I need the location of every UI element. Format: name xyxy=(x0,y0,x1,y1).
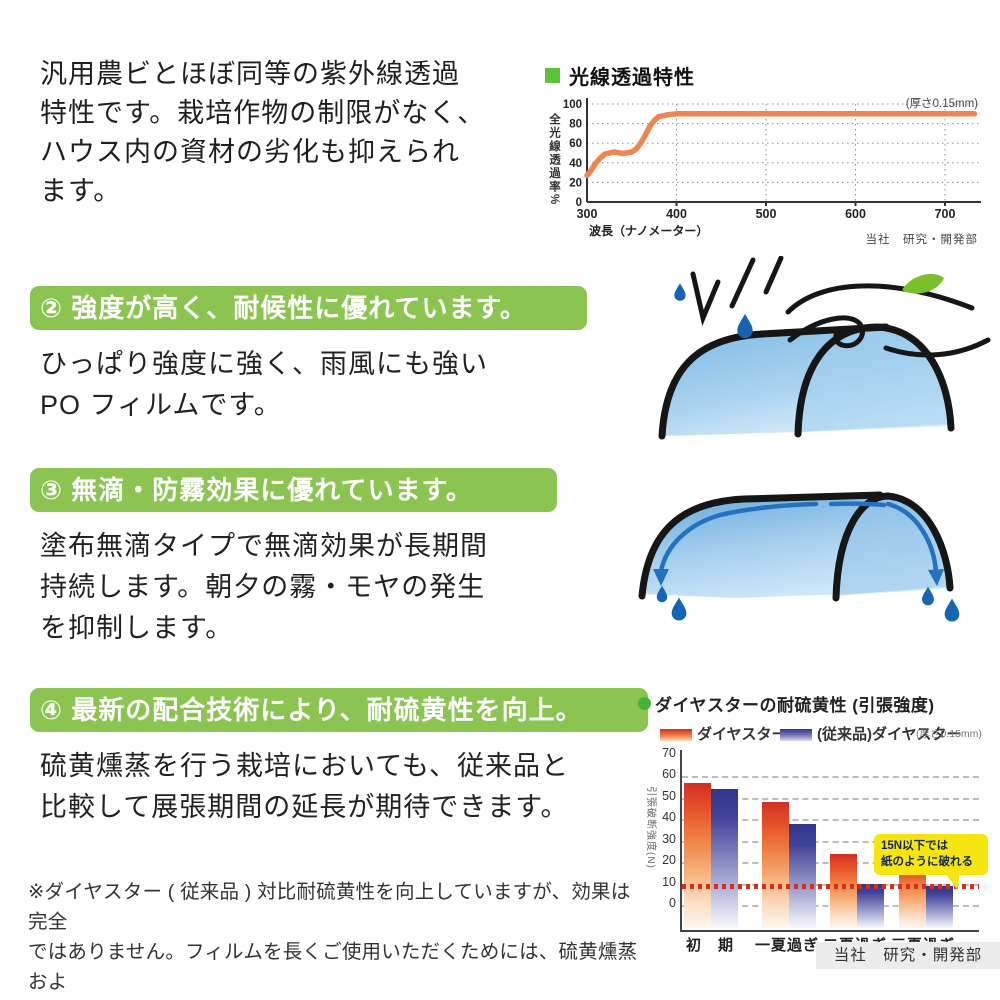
bar-y-tick: 60 xyxy=(662,767,676,781)
tunnel-front-face xyxy=(836,497,948,596)
bar-y-tick: 50 xyxy=(662,789,676,803)
bar-gridline xyxy=(682,840,979,843)
bar-x-tick: 初 期 xyxy=(685,937,734,954)
greenhouse-antidrip-illustration xyxy=(638,491,960,622)
condensation-flow-arrows xyxy=(658,501,939,575)
line-chart-y-ticks: 100 80 60 40 20 0 xyxy=(563,99,582,209)
bar-y-tick: 40 xyxy=(662,810,676,824)
line-chart-x-axis-label: 波長（ナノメーター） xyxy=(589,223,708,238)
bar-y-tick: 0 xyxy=(669,896,676,910)
svg-text:60: 60 xyxy=(569,138,582,150)
bar-y-tick: 10 xyxy=(662,875,676,889)
rain-streaks xyxy=(690,256,784,327)
bar-gridline xyxy=(682,797,979,800)
bar-chart-plot-area xyxy=(680,750,979,932)
tunnel-outline xyxy=(638,491,954,602)
bar-conventional-1 xyxy=(789,823,816,928)
arrowheads xyxy=(653,569,944,586)
svg-text:40: 40 xyxy=(569,158,582,170)
green-square-icon xyxy=(545,68,560,83)
bar-y-tick: 70 xyxy=(662,746,676,760)
legend-swatch-diastar xyxy=(660,729,692,741)
svg-text:100: 100 xyxy=(563,99,582,111)
line-chart-thickness-note: (厚さ0.15mm) xyxy=(905,98,978,110)
bar-diastar-2 xyxy=(830,853,857,928)
bar-chart-thickness-note: (厚さ0.15mm) xyxy=(916,728,982,740)
light-transmission-chart: 100 80 60 40 20 0 300 400 500 600 700 波長… xyxy=(563,98,981,238)
bar-chart-header: ダイヤスターの耐硫黄性 (引張強度) xyxy=(638,691,935,716)
svg-text:500: 500 xyxy=(756,207,777,221)
section-3-heading: ③ 無滴・防霧効果に優れています。 xyxy=(30,468,557,512)
green-dot-icon xyxy=(638,697,651,710)
bar-y-tick: 30 xyxy=(662,832,676,846)
legend-label-conventional: (従来品)ダイヤスター xyxy=(817,726,962,743)
bar-x-tick: 一夏過ぎ xyxy=(754,937,819,954)
transmission-curve xyxy=(584,111,978,179)
section-2-body: ひっぱり強度に強く、雨風にも強い PO フィルムです。 xyxy=(40,349,488,420)
bar-diastar-0 xyxy=(684,782,711,928)
line-chart-y-axis-label: 全光線透過率% xyxy=(548,113,560,207)
svg-text:0: 0 xyxy=(576,197,582,209)
svg-text:400: 400 xyxy=(666,207,687,221)
section-2-heading: ② 強度が高く、耐候性に優れています。 xyxy=(30,286,587,330)
svg-text:300: 300 xyxy=(577,207,598,221)
line-chart-source: 当社 研究・開発部 xyxy=(865,234,978,246)
greenhouse-wind-rain-illustration xyxy=(658,256,991,440)
bar-conventional-0 xyxy=(711,789,738,928)
bar-conventional-2 xyxy=(857,883,884,928)
bar-chart-title: ダイヤスターの耐硫黄性 (引張強度) xyxy=(655,696,935,715)
leaf-icon xyxy=(902,274,944,294)
threshold-dotted-line xyxy=(682,883,979,889)
bar-chart-source: 当社 研究・開発部 xyxy=(816,942,1000,969)
line-chart-x-ticks: 300 400 500 600 700 xyxy=(577,207,956,221)
svg-text:600: 600 xyxy=(845,207,866,221)
bar-gridline xyxy=(682,776,979,779)
water-drops xyxy=(656,585,960,622)
rain-drops xyxy=(674,283,753,339)
bar-diastar-1 xyxy=(762,802,789,928)
line-chart-gridlines xyxy=(587,103,981,202)
svg-text:700: 700 xyxy=(935,207,956,221)
wind-swirl xyxy=(785,283,991,358)
footnote: ※ダイヤスター ( 従来品 ) 対比耐硫黄性を向上していますが、効果は完全 では… xyxy=(28,881,638,993)
legend-swatch-conventional xyxy=(780,729,812,741)
line-chart-title: 光線透過特性 xyxy=(569,67,695,89)
section-3-body: 塗布無滴タイプで無滴効果が長期間 持続します。朝夕の霧・モヤの発生 を抑制します… xyxy=(40,531,488,643)
section-4-heading: ④ 最新の配合技術により、耐硫黄性を向上。 xyxy=(30,688,648,732)
bar-gridline xyxy=(682,819,979,822)
legend-label-diastar: ダイヤスター xyxy=(697,726,787,743)
line-chart-axes xyxy=(586,98,981,206)
section-4-body: 硫黄燻蒸を行う栽培においても、従来品と 比較して展張期間の延長が期待できます。 xyxy=(40,751,570,822)
svg-text:80: 80 xyxy=(569,119,582,131)
bar-conventional-3 xyxy=(926,885,953,928)
intro-paragraph: 汎用農ビとほぼ同等の紫外線透過 特性です。栽培作物の制限がなく、 ハウス内の資材… xyxy=(40,59,486,206)
threshold-callout: 15N以下では 紙のように破れる xyxy=(874,834,988,876)
line-chart-header: 光線透過特性 xyxy=(545,61,695,90)
svg-text:20: 20 xyxy=(569,177,582,189)
bar-y-tick: 20 xyxy=(662,853,676,867)
